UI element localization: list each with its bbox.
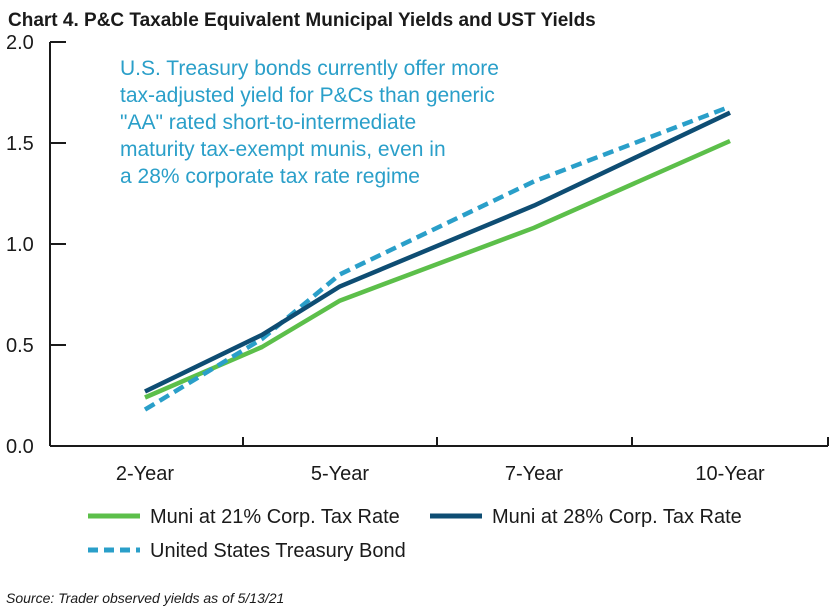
x-tick-label: 7-Year (505, 463, 564, 485)
series-line-muni-28 (144, 110, 731, 394)
x-tick-label: 5-Year (311, 463, 370, 485)
legend-label-muni-21: Muni at 21% Corp. Tax Rate (150, 506, 400, 528)
y-tick-label: 1.0 (6, 234, 34, 256)
y-tick-label: 1.5 (6, 133, 34, 155)
annotation-line-2: tax-adjusted yield for P&Cs than generic (120, 84, 495, 107)
annotation-line-4: maturity tax-exempt munis, even in (120, 138, 446, 161)
y-tick-label: 2.0 (6, 32, 34, 54)
annotation-line-5: a 28% corporate tax rate regime (120, 165, 420, 188)
x-tick-label: 10-Year (695, 463, 765, 485)
x-axis-ticks: 2-Year 5-Year 7-Year 10-Year (49, 437, 829, 485)
annotation: U.S. Treasury bonds currently offer more… (120, 57, 499, 188)
series-lines (143, 104, 731, 412)
chart-title: Chart 4. P&C Taxable Equivalent Municipa… (8, 10, 596, 31)
annotation-line-1: U.S. Treasury bonds currently offer more (120, 57, 499, 80)
series-line-treasury (143, 104, 731, 412)
legend-label-treasury: United States Treasury Bond (150, 540, 406, 562)
x-tick-label: 2-Year (116, 463, 175, 485)
legend-label-muni-28: Muni at 28% Corp. Tax Rate (492, 506, 742, 528)
y-tick-label: 0.5 (6, 335, 34, 357)
legend: Muni at 21% Corp. Tax Rate Muni at 28% C… (88, 506, 742, 562)
y-axis-ticks: 0.0 0.5 1.0 1.5 2.0 (6, 32, 66, 458)
source-note: Source: Trader observed yields as of 5/1… (6, 590, 284, 606)
annotation-line-3: "AA" rated short-to-intermediate (120, 111, 416, 134)
y-tick-label: 0.0 (6, 436, 34, 458)
